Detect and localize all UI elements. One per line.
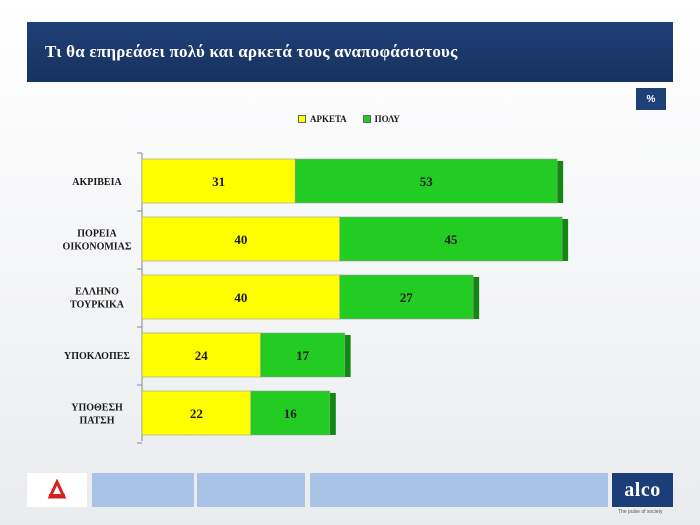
data-label-arketa: 31 bbox=[212, 174, 225, 189]
data-label-arketa: 24 bbox=[195, 348, 209, 363]
footer-block-3 bbox=[310, 473, 608, 507]
bar-shadow bbox=[327, 393, 336, 435]
alco-tagline: The pulse of society bbox=[618, 509, 663, 515]
data-label-poly: 16 bbox=[284, 406, 298, 421]
legend-swatch-arketa bbox=[298, 115, 306, 123]
category-label: ΤΟΥΡΚΙΚΑ bbox=[70, 300, 125, 311]
bar-shadow bbox=[560, 219, 569, 261]
title-bar: Τι θα επηρεάσει πολύ και αρκετά τους ανα… bbox=[27, 22, 673, 82]
legend-label-arketa: ΑΡΚΕΤΑ bbox=[310, 114, 347, 124]
bar-arketa bbox=[141, 390, 252, 436]
company-logo-left bbox=[27, 473, 87, 507]
bar-poly bbox=[339, 216, 563, 262]
category-label: ΥΠΟΚΛΟΠΕΣ bbox=[64, 351, 130, 362]
bar-poly bbox=[260, 332, 345, 378]
footer-block-1 bbox=[92, 473, 194, 507]
footer-block-2 bbox=[197, 473, 305, 507]
bar-arketa bbox=[141, 158, 296, 204]
legend-swatch-poly bbox=[362, 115, 371, 123]
bar-poly bbox=[294, 158, 558, 204]
data-label-arketa: 40 bbox=[234, 290, 247, 305]
category-label: ΕΛΛΗΝΟ bbox=[75, 287, 119, 298]
data-label-arketa: 22 bbox=[190, 406, 203, 421]
bar-poly bbox=[250, 390, 331, 436]
chart-title: Τι θα επηρεάσει πολύ και αρκετά τους ανα… bbox=[45, 42, 458, 61]
alco-logo: alco bbox=[612, 473, 673, 507]
legend-item-poly: ΠΟΛΥ bbox=[362, 114, 400, 124]
stacked-bar-chart: 31 53 ΑΚΡΙΒΕΙΑ 40 45 ΠΟΡΕΙΑ ΟΙΚΟΝΟΜΙΑΣ 40 27 ΕΛΛΗ… bbox=[63, 152, 569, 444]
category-label: ΟΙΚΟΝΟΜΙΑΣ bbox=[63, 242, 132, 253]
category-label: ΠΑΤΣΗ bbox=[79, 416, 114, 427]
category-label: ΑΚΡΙΒΕΙΑ bbox=[72, 177, 122, 188]
legend: ΑΡΚΕΤΑ ΠΟΛΥ bbox=[298, 114, 400, 124]
unit-badge: % bbox=[636, 88, 666, 110]
category-label: ΠΟΡΕΙΑ bbox=[77, 229, 117, 240]
data-label-poly: 17 bbox=[296, 348, 310, 363]
bar-poly bbox=[339, 274, 474, 320]
legend-item-arketa: ΑΡΚΕΤΑ bbox=[298, 114, 347, 124]
data-label-poly: 45 bbox=[444, 232, 458, 247]
category-label: ΥΠΟΘΕΣΗ bbox=[71, 403, 123, 414]
bar-shadow bbox=[342, 335, 351, 377]
legend-label-poly: ΠΟΛΥ bbox=[374, 114, 400, 124]
footer-bar: alco bbox=[27, 473, 673, 507]
bar-shadow bbox=[471, 277, 480, 319]
data-label-poly: 27 bbox=[400, 290, 414, 305]
bar-arketa bbox=[141, 274, 341, 320]
logo-mark-icon bbox=[47, 479, 67, 499]
data-label-arketa: 40 bbox=[234, 232, 247, 247]
data-label-poly: 53 bbox=[420, 174, 434, 189]
bar-shadow bbox=[555, 161, 564, 203]
bar-arketa bbox=[141, 332, 261, 378]
